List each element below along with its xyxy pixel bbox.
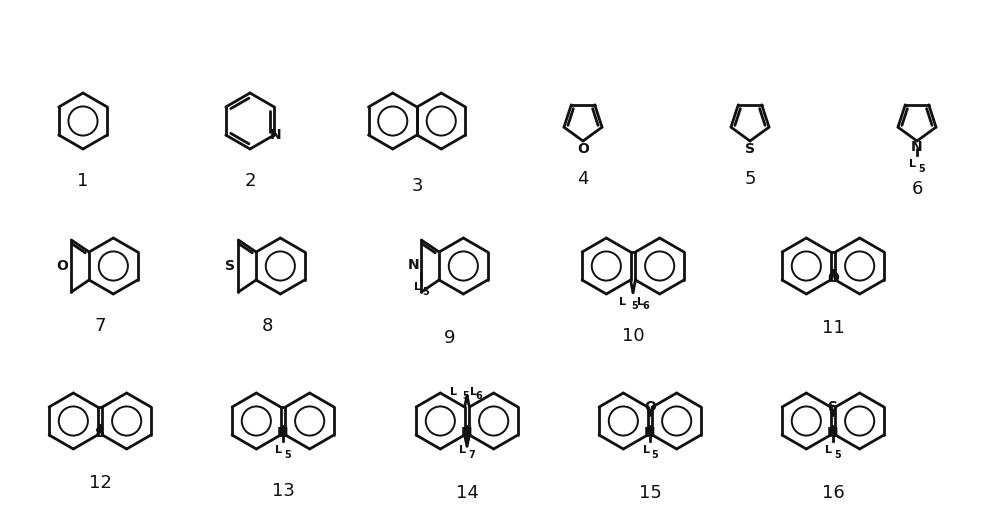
Text: 5: 5 <box>422 287 429 297</box>
Text: N: N <box>827 426 839 440</box>
Text: N: N <box>644 426 656 440</box>
Text: L: L <box>909 159 916 169</box>
Text: 5: 5 <box>918 164 925 174</box>
Text: 11: 11 <box>822 319 844 337</box>
Text: L: L <box>276 445 283 455</box>
Text: 1: 1 <box>77 172 89 190</box>
Text: 10: 10 <box>622 327 644 345</box>
Text: 2: 2 <box>244 172 256 190</box>
Text: 15: 15 <box>639 484 661 502</box>
Text: 9: 9 <box>444 329 456 347</box>
Text: L: L <box>642 445 650 455</box>
Text: L: L <box>450 387 457 397</box>
Text: L: L <box>414 282 421 292</box>
Text: N: N <box>461 426 473 440</box>
Text: 6: 6 <box>475 391 482 401</box>
Text: L: L <box>470 387 477 397</box>
Text: 4: 4 <box>577 170 589 188</box>
Text: 12: 12 <box>89 474 111 492</box>
Text: O: O <box>577 142 589 156</box>
Text: 8: 8 <box>261 317 273 335</box>
Text: 16: 16 <box>822 484 844 502</box>
Text: L: L <box>619 297 626 307</box>
Text: S: S <box>828 400 838 414</box>
Text: O: O <box>56 259 68 273</box>
Text: S: S <box>225 259 235 273</box>
Text: O: O <box>827 271 839 285</box>
Text: L: L <box>637 297 644 307</box>
Text: N: N <box>277 426 289 440</box>
Text: L: L <box>460 445 466 455</box>
Text: 6: 6 <box>911 180 923 198</box>
Text: 7: 7 <box>94 317 106 335</box>
Text: 5: 5 <box>631 301 638 311</box>
Text: S: S <box>745 142 755 156</box>
Text: O: O <box>644 400 656 414</box>
Text: 5: 5 <box>744 170 756 188</box>
Text: 13: 13 <box>272 482 294 500</box>
Text: 5: 5 <box>651 449 658 460</box>
Text: N: N <box>269 128 281 142</box>
Text: 3: 3 <box>411 177 423 195</box>
Text: 14: 14 <box>456 484 478 502</box>
Text: N: N <box>911 140 923 154</box>
Text: L: L <box>825 445 832 455</box>
Text: 5: 5 <box>284 449 291 460</box>
Text: 5: 5 <box>834 449 841 460</box>
Text: S: S <box>95 426 105 440</box>
Text: 5: 5 <box>462 391 469 401</box>
Text: N: N <box>408 258 419 272</box>
Text: 6: 6 <box>642 301 649 311</box>
Text: 7: 7 <box>468 449 475 460</box>
